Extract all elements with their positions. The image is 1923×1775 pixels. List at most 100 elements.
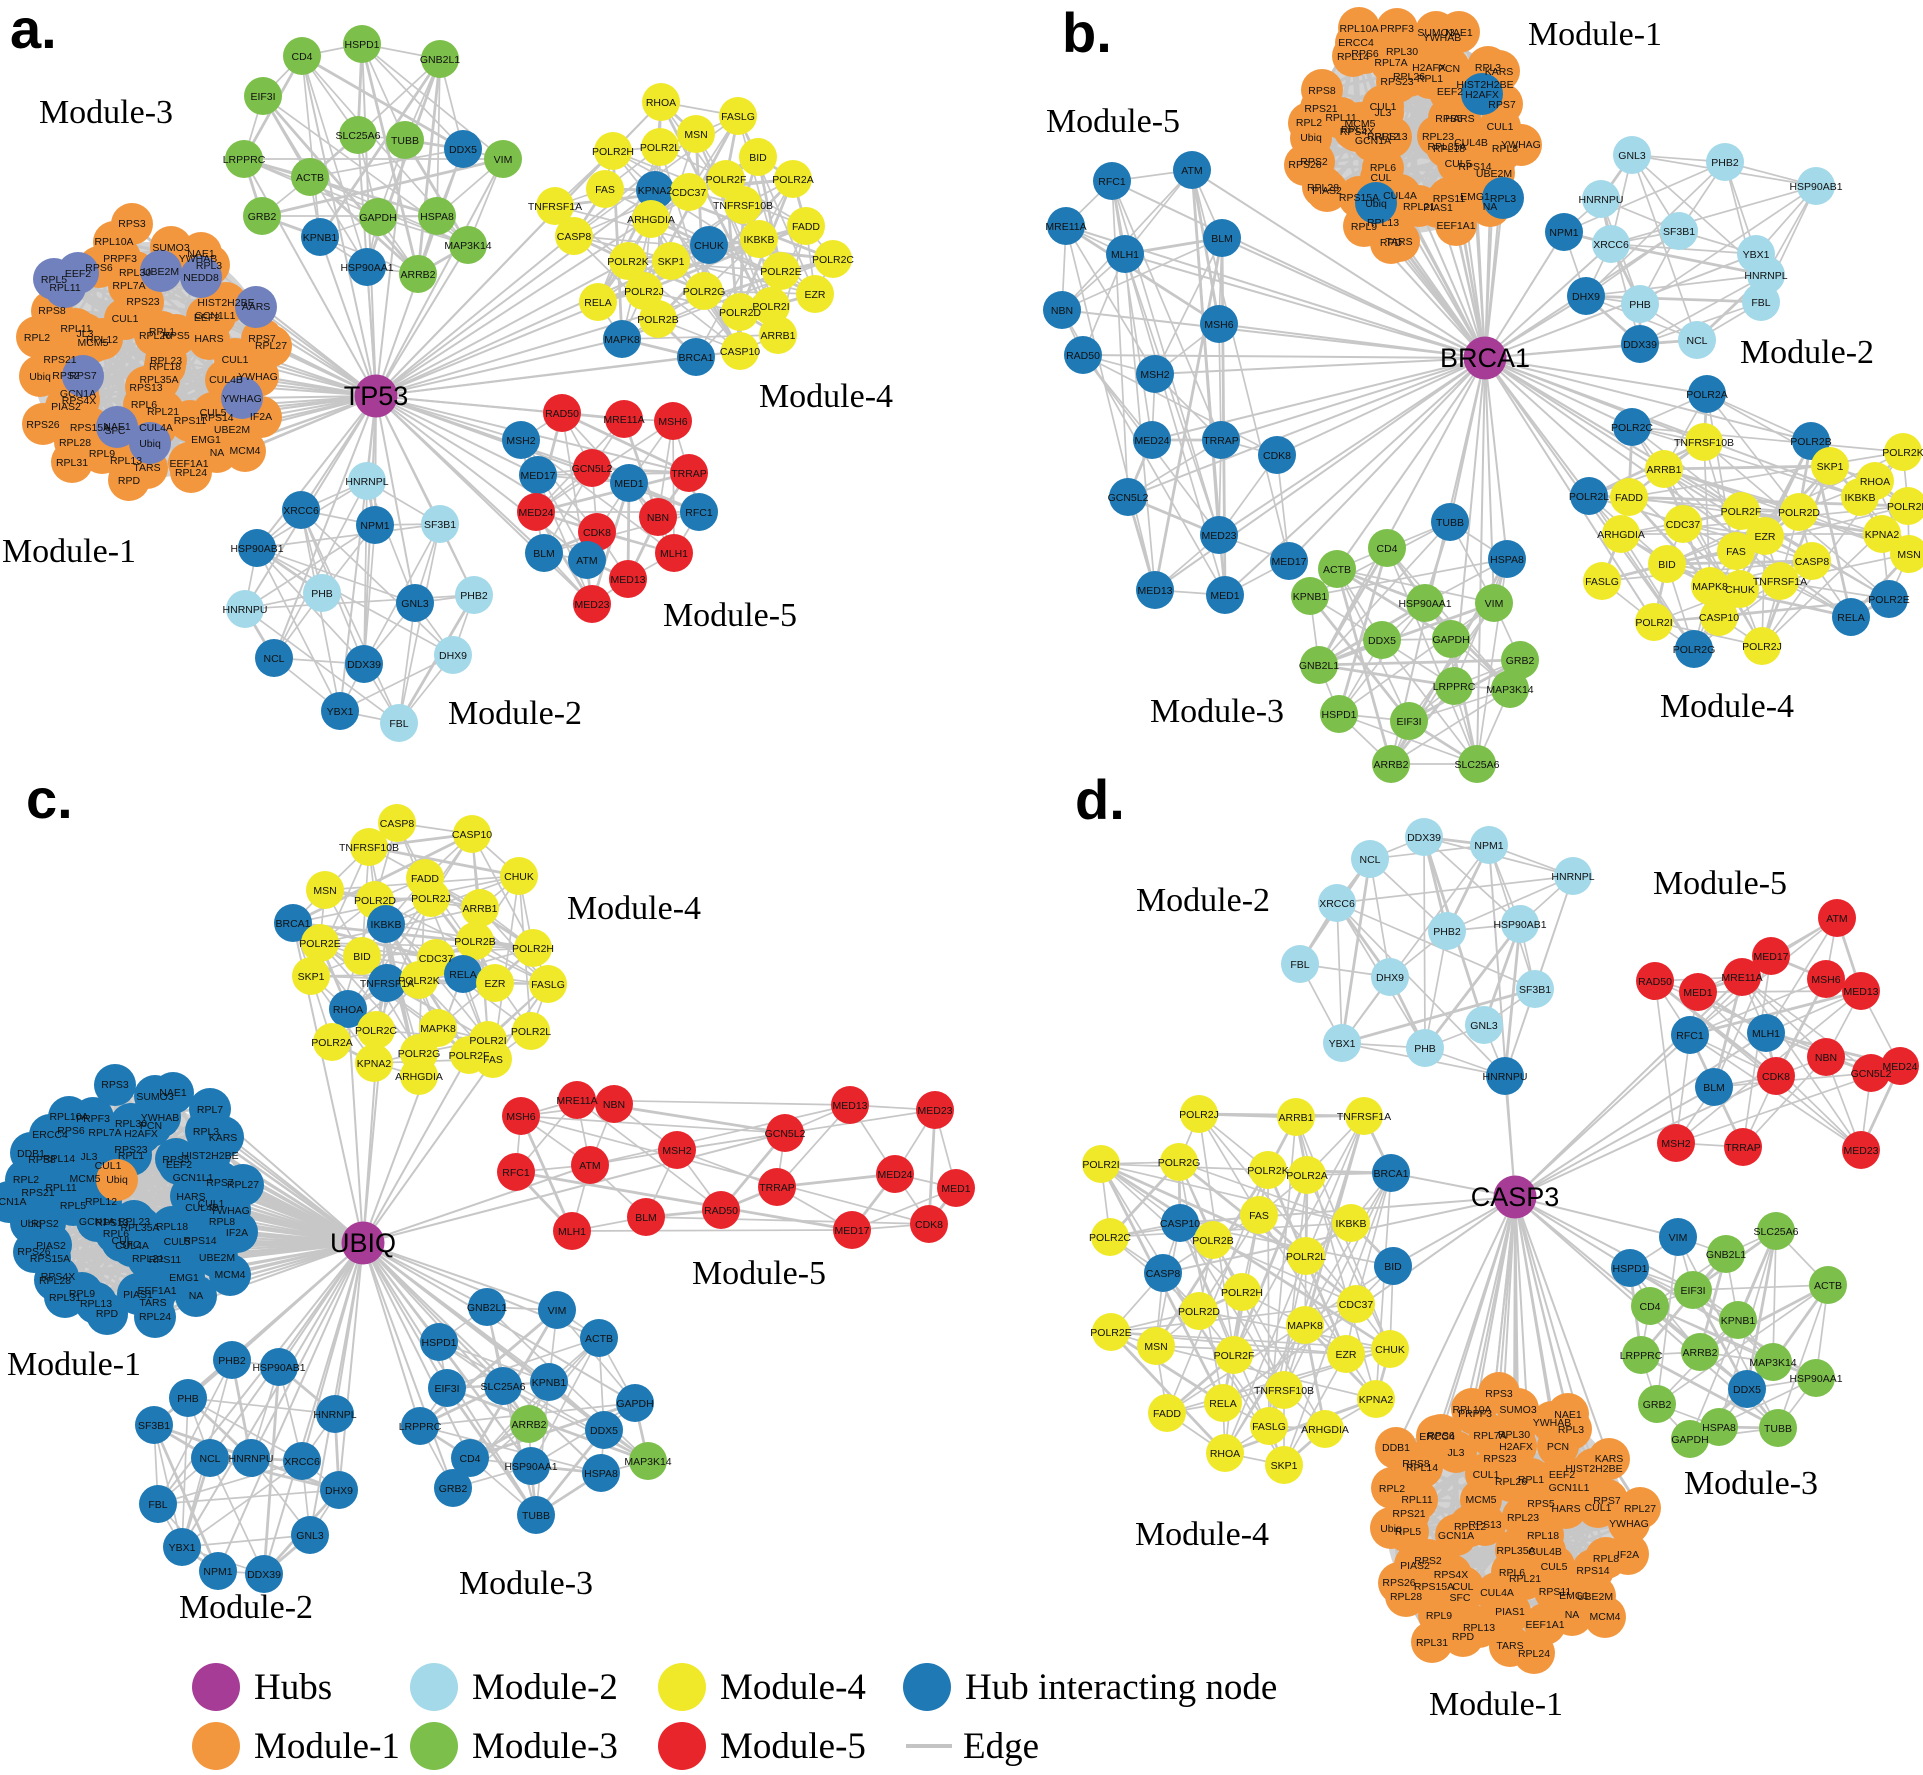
svg-text:ARRB2: ARRB2 <box>1373 759 1408 771</box>
svg-text:HSP90AA1: HSP90AA1 <box>340 262 393 274</box>
svg-text:RAD50: RAD50 <box>1638 976 1672 988</box>
svg-text:RPL31: RPL31 <box>1416 1637 1448 1649</box>
svg-text:Module-2: Module-2 <box>472 1667 618 1708</box>
svg-text:SKP1: SKP1 <box>658 256 685 268</box>
svg-text:RPS8: RPS8 <box>1402 1458 1430 1470</box>
svg-text:BID: BID <box>1658 559 1676 571</box>
svg-text:MSN: MSN <box>1897 549 1920 561</box>
svg-text:b.: b. <box>1062 1 1112 64</box>
svg-text:Module-4: Module-4 <box>720 1667 866 1708</box>
svg-text:RPL6: RPL6 <box>1499 1567 1525 1579</box>
svg-text:PRPF3: PRPF3 <box>1458 1408 1492 1420</box>
svg-text:CUL5: CUL5 <box>1541 1561 1568 1573</box>
svg-text:RPL24: RPL24 <box>139 1311 171 1323</box>
svg-text:MAPK8: MAPK8 <box>1692 581 1728 593</box>
svg-text:RPS21: RPS21 <box>21 1187 54 1199</box>
svg-text:XRCC6: XRCC6 <box>1319 898 1355 910</box>
svg-text:MLH1: MLH1 <box>558 1226 586 1238</box>
svg-text:Ubiq: Ubiq <box>1380 1523 1402 1535</box>
svg-text:YWHAB: YWHAB <box>1423 32 1462 44</box>
svg-text:MED23: MED23 <box>1843 1145 1878 1157</box>
svg-text:RPL24: RPL24 <box>175 467 207 479</box>
svg-text:MED17: MED17 <box>1271 556 1306 568</box>
svg-text:POLR2A: POLR2A <box>1686 389 1727 401</box>
svg-text:Module-5: Module-5 <box>1653 865 1787 902</box>
svg-text:RPL6: RPL6 <box>131 399 157 411</box>
svg-text:RPL21: RPL21 <box>147 406 179 418</box>
svg-text:EEF2: EEF2 <box>1549 1469 1575 1481</box>
svg-text:RPL24: RPL24 <box>1518 1648 1550 1660</box>
svg-text:CUL4A: CUL4A <box>1383 190 1417 202</box>
svg-text:MCM4: MCM4 <box>1590 1611 1621 1623</box>
svg-text:Module-4: Module-4 <box>1135 1516 1269 1553</box>
svg-text:Module-3: Module-3 <box>1150 693 1284 730</box>
svg-text:JL3: JL3 <box>81 1151 98 1163</box>
svg-text:MAPK8: MAPK8 <box>1287 1320 1323 1332</box>
svg-text:CHUK: CHUK <box>504 871 534 883</box>
svg-text:POLR2G: POLR2G <box>1158 1157 1201 1169</box>
svg-text:H2AFX: H2AFX <box>124 1128 158 1140</box>
svg-text:SF3B1: SF3B1 <box>1663 226 1695 238</box>
svg-text:CHUK: CHUK <box>1725 584 1755 596</box>
svg-text:SUMO3: SUMO3 <box>152 242 190 254</box>
svg-text:POLR2F: POLR2F <box>1721 506 1762 518</box>
svg-text:POLR2H: POLR2H <box>592 146 634 158</box>
svg-text:CDK8: CDK8 <box>1263 450 1291 462</box>
svg-text:EEF2: EEF2 <box>65 268 91 280</box>
svg-text:RPL23: RPL23 <box>1507 1512 1539 1524</box>
svg-text:BRCA1: BRCA1 <box>1373 1168 1408 1180</box>
svg-text:LRPPRC: LRPPRC <box>1433 681 1476 693</box>
svg-text:RPS15A: RPS15A <box>30 1253 70 1265</box>
svg-text:MED13: MED13 <box>832 1100 867 1112</box>
svg-text:RPL35A: RPL35A <box>1496 1545 1535 1557</box>
svg-text:POLR2E: POLR2E <box>299 938 340 950</box>
svg-text:CUL4A: CUL4A <box>1480 1587 1514 1599</box>
svg-text:KPNA2: KPNA2 <box>357 1058 392 1070</box>
svg-text:PHB2: PHB2 <box>460 590 488 602</box>
svg-text:RPS4X: RPS4X <box>1340 126 1374 138</box>
svg-text:ATM: ATM <box>1181 165 1202 177</box>
svg-text:FAS: FAS <box>1726 546 1746 558</box>
svg-text:EMG1: EMG1 <box>191 434 221 446</box>
svg-text:RPL31: RPL31 <box>56 457 88 469</box>
svg-text:HSPA8: HSPA8 <box>1702 1422 1736 1434</box>
svg-text:POLR2J: POLR2J <box>1742 641 1782 653</box>
svg-text:EEF2: EEF2 <box>194 312 220 324</box>
svg-text:RPL11: RPL11 <box>1325 112 1356 124</box>
svg-text:TARS: TARS <box>139 1297 166 1309</box>
svg-text:BRCA1: BRCA1 <box>678 352 713 364</box>
svg-text:EIF3I: EIF3I <box>1396 716 1421 728</box>
svg-text:BLM: BLM <box>1703 1082 1725 1094</box>
svg-text:CD4: CD4 <box>459 1453 480 1465</box>
svg-text:RPL28: RPL28 <box>1390 1591 1422 1603</box>
svg-text:RPL13: RPL13 <box>110 455 142 467</box>
svg-text:CDC37: CDC37 <box>672 187 707 199</box>
svg-text:RPL9: RPL9 <box>69 1288 95 1300</box>
svg-text:HNRNPU: HNRNPU <box>223 604 268 616</box>
svg-text:SFC: SFC <box>105 425 126 437</box>
svg-text:YBX1: YBX1 <box>1743 249 1770 261</box>
svg-text:IF2A: IF2A <box>226 1227 248 1239</box>
svg-text:CUL5: CUL5 <box>164 1236 191 1248</box>
svg-text:HARS: HARS <box>194 333 223 345</box>
svg-text:Ubiq: Ubiq <box>139 438 161 450</box>
svg-text:RPS11: RPS11 <box>1539 1586 1572 1598</box>
svg-text:NAE1: NAE1 <box>159 1087 187 1099</box>
svg-text:RPL2: RPL2 <box>24 332 50 344</box>
svg-text:DHX9: DHX9 <box>1376 972 1404 984</box>
svg-text:EEF2: EEF2 <box>166 1159 192 1171</box>
svg-text:a.: a. <box>10 0 57 60</box>
svg-text:POLR2L: POLR2L <box>511 1026 551 1038</box>
svg-text:GNL3: GNL3 <box>1470 1020 1498 1032</box>
svg-text:FBL: FBL <box>389 718 408 730</box>
svg-text:BLM: BLM <box>533 548 555 560</box>
svg-text:XRCC6: XRCC6 <box>283 505 319 517</box>
svg-text:RPS5: RPS5 <box>1527 1498 1555 1510</box>
svg-text:PCN: PCN <box>140 1120 162 1132</box>
svg-text:TNFRSF1A: TNFRSF1A <box>1337 1111 1391 1123</box>
svg-text:RPL35A: RPL35A <box>1427 141 1466 153</box>
svg-text:POLR2D: POLR2D <box>354 895 396 907</box>
svg-text:RPL2: RPL2 <box>1296 117 1322 129</box>
svg-text:FAS: FAS <box>595 184 615 196</box>
svg-text:MED13: MED13 <box>1843 986 1878 998</box>
